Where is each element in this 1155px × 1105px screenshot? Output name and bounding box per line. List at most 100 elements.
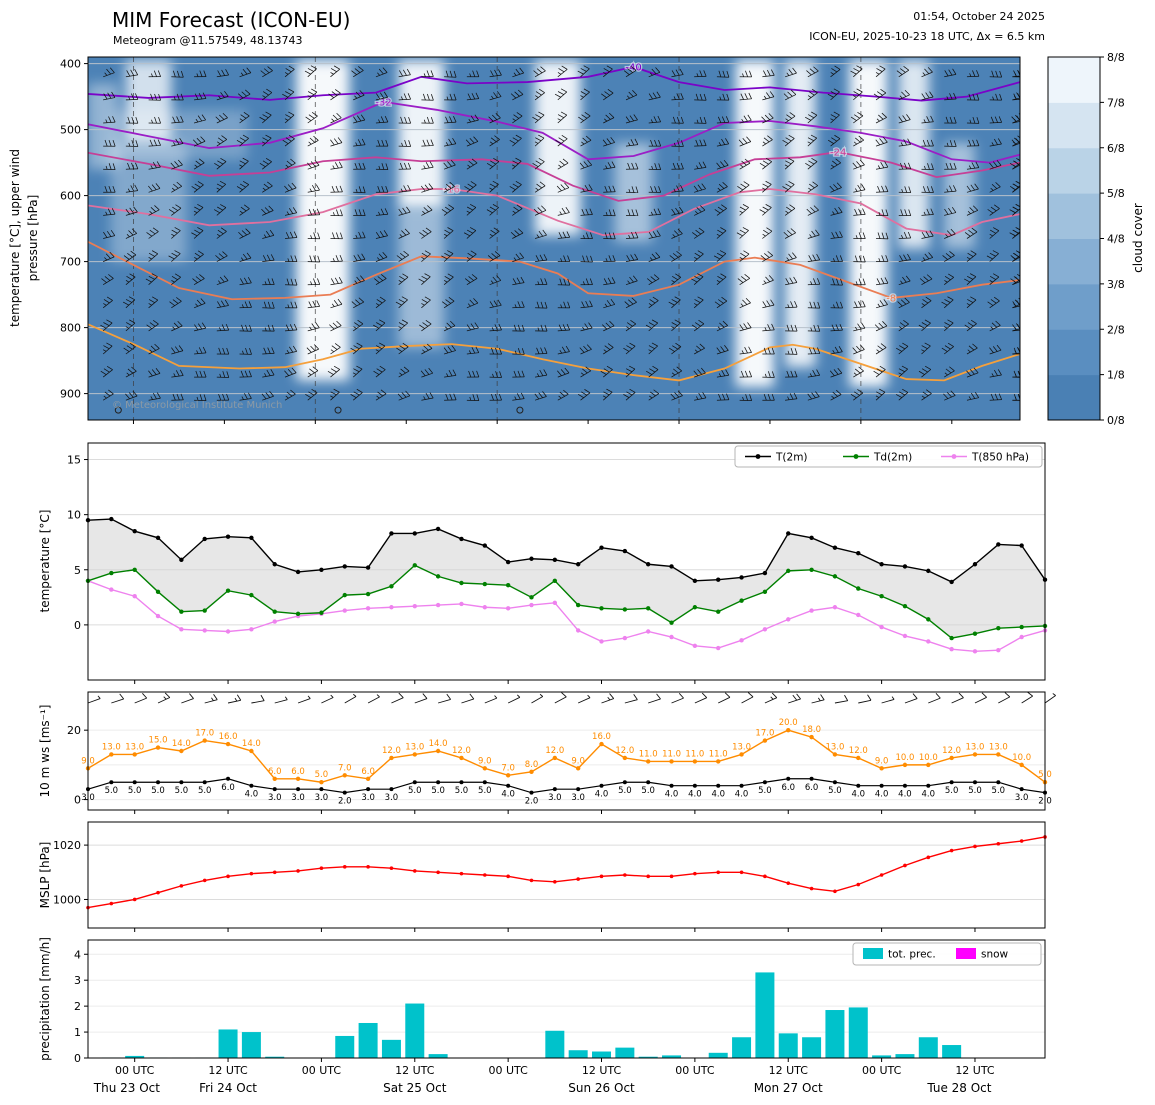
svg-text:7.0: 7.0 xyxy=(338,763,352,773)
svg-text:11.0: 11.0 xyxy=(709,749,728,759)
svg-text:6.0: 6.0 xyxy=(805,783,819,793)
watermark: © Meteorological Institute Munich xyxy=(112,400,283,411)
svg-text:6.0: 6.0 xyxy=(291,767,305,777)
svg-text:5.0: 5.0 xyxy=(408,786,422,796)
svg-text:5.0: 5.0 xyxy=(992,786,1006,796)
svg-text:10.0: 10.0 xyxy=(895,753,914,763)
svg-text:3.0: 3.0 xyxy=(385,793,399,803)
svg-text:11.0: 11.0 xyxy=(685,749,704,759)
precip-bar xyxy=(662,1055,682,1058)
precip-bar xyxy=(218,1029,238,1058)
svg-text:00 UTC: 00 UTC xyxy=(675,1064,715,1077)
precipitation-panel: 0 1 2 3 4 tot. prec. snow xyxy=(74,939,1046,1065)
svg-text:5.0: 5.0 xyxy=(105,786,119,796)
precip-bar xyxy=(825,1010,845,1058)
temperature-legend: T(2m) Td(2m) T(850 hPa) xyxy=(734,445,1043,468)
svg-text:10.0: 10.0 xyxy=(1012,753,1031,763)
svg-text:5.0: 5.0 xyxy=(758,786,772,796)
svg-text:5.0: 5.0 xyxy=(478,786,492,796)
svg-text:17.0: 17.0 xyxy=(755,729,774,739)
precipitation-ylabel: precipitation [mm/h] xyxy=(38,937,52,1061)
precip-bar xyxy=(358,1022,378,1058)
svg-text:7/8: 7/8 xyxy=(1107,96,1125,109)
svg-text:4.0: 4.0 xyxy=(688,790,702,800)
svg-text:5.0: 5.0 xyxy=(641,786,655,796)
mslp-panel: 1000 1020 xyxy=(53,821,1047,932)
time-axis-labels: 00 UTC 12 UTC 00 UTC 12 UTC 00 UTC 12 UTC 00 U… xyxy=(93,1064,995,1095)
svg-text:00 UTC: 00 UTC xyxy=(115,1064,155,1077)
svg-text:3.0: 3.0 xyxy=(315,793,329,803)
wind-ylabel: 10 m ws [ms⁻¹] xyxy=(38,704,52,798)
svg-text:900: 900 xyxy=(60,388,81,401)
colorbar-label: cloud cover xyxy=(1131,203,1145,273)
svg-text:14.0: 14.0 xyxy=(429,739,448,749)
svg-text:16.0: 16.0 xyxy=(219,732,238,742)
page-subtitle: Meteogram @11.57549, 48.13743 xyxy=(113,34,303,47)
svg-text:Tue 28 Oct: Tue 28 Oct xyxy=(926,1081,991,1095)
precip-bar xyxy=(615,1047,635,1058)
svg-text:3: 3 xyxy=(74,974,81,987)
cloud-cover-colorbar: 0/8 1/8 2/8 3/8 4/8 5/8 6/8 7/8 8/8 xyxy=(1047,51,1125,427)
svg-text:4.0: 4.0 xyxy=(245,790,259,800)
precip-bar xyxy=(918,1037,938,1058)
precip-bar xyxy=(708,1052,728,1058)
svg-text:14.0: 14.0 xyxy=(242,739,261,749)
svg-text:5: 5 xyxy=(74,564,81,577)
precip-bar xyxy=(942,1045,962,1058)
svg-text:2: 2 xyxy=(74,1000,81,1013)
svg-text:800: 800 xyxy=(60,322,81,335)
svg-text:T(2m): T(2m) xyxy=(775,451,808,463)
svg-text:T(850 hPa): T(850 hPa) xyxy=(971,451,1029,463)
precipitation-legend: tot. prec. snow xyxy=(852,942,1042,966)
svg-text:4.0: 4.0 xyxy=(735,790,749,800)
svg-text:-40: -40 xyxy=(625,62,641,73)
precip-bar xyxy=(125,1055,145,1058)
svg-text:5.0: 5.0 xyxy=(968,786,982,796)
cloud-cover-field xyxy=(88,60,975,388)
svg-text:3/8: 3/8 xyxy=(1107,278,1125,291)
mslp-ylabel: MSLP [hPa] xyxy=(38,841,52,909)
precip-bar xyxy=(241,1032,261,1058)
svg-text:5.0: 5.0 xyxy=(128,786,142,796)
svg-text:00 UTC: 00 UTC xyxy=(488,1064,528,1077)
upper-air-ylabel-line1: temperature [°C], upper wind xyxy=(8,149,22,327)
svg-text:9.0: 9.0 xyxy=(875,756,889,766)
svg-text:4/8: 4/8 xyxy=(1107,233,1125,246)
precip-bar xyxy=(778,1033,798,1058)
svg-text:4.0: 4.0 xyxy=(501,790,515,800)
svg-text:12 UTC: 12 UTC xyxy=(395,1064,435,1077)
svg-text:tot. prec.: tot. prec. xyxy=(888,949,936,961)
svg-text:12 UTC: 12 UTC xyxy=(955,1064,995,1077)
svg-text:8/8: 8/8 xyxy=(1107,51,1125,64)
temperature-ylabel: temperature [°C] xyxy=(38,509,52,613)
svg-text:5.0: 5.0 xyxy=(828,786,842,796)
svg-text:Fri 24 Oct: Fri 24 Oct xyxy=(199,1081,257,1095)
precip-bar xyxy=(638,1056,658,1058)
svg-text:6.0: 6.0 xyxy=(268,767,282,777)
svg-text:5/8: 5/8 xyxy=(1107,187,1125,200)
svg-text:0: 0 xyxy=(74,794,81,807)
svg-text:12 UTC: 12 UTC xyxy=(769,1064,809,1077)
svg-text:11.0: 11.0 xyxy=(639,749,658,759)
precip-bar xyxy=(568,1050,588,1058)
svg-text:2.0: 2.0 xyxy=(525,797,539,807)
svg-text:3.0: 3.0 xyxy=(268,793,282,803)
svg-text:1020: 1020 xyxy=(53,839,81,852)
precip-bar xyxy=(428,1054,448,1058)
svg-text:8.0: 8.0 xyxy=(525,760,539,770)
svg-text:4.0: 4.0 xyxy=(922,790,936,800)
upper-wind-barbs xyxy=(100,65,1020,401)
svg-text:3.0: 3.0 xyxy=(548,793,562,803)
precip-bar xyxy=(755,972,775,1058)
svg-text:00 UTC: 00 UTC xyxy=(302,1064,342,1077)
svg-text:9.0: 9.0 xyxy=(571,756,585,766)
temperature-panel: 0 5 10 15 T(2m) Td(2m) T(850 hPa) xyxy=(67,442,1048,684)
svg-text:Thu 23 Oct: Thu 23 Oct xyxy=(93,1081,160,1095)
svg-text:5.0: 5.0 xyxy=(455,786,469,796)
svg-text:500: 500 xyxy=(60,124,81,137)
upper-air-ylabel-line2: pressure [hPa] xyxy=(26,194,40,282)
svg-text:13.0: 13.0 xyxy=(989,742,1008,752)
svg-text:3.0: 3.0 xyxy=(1015,793,1029,803)
svg-text:12.0: 12.0 xyxy=(545,746,564,756)
